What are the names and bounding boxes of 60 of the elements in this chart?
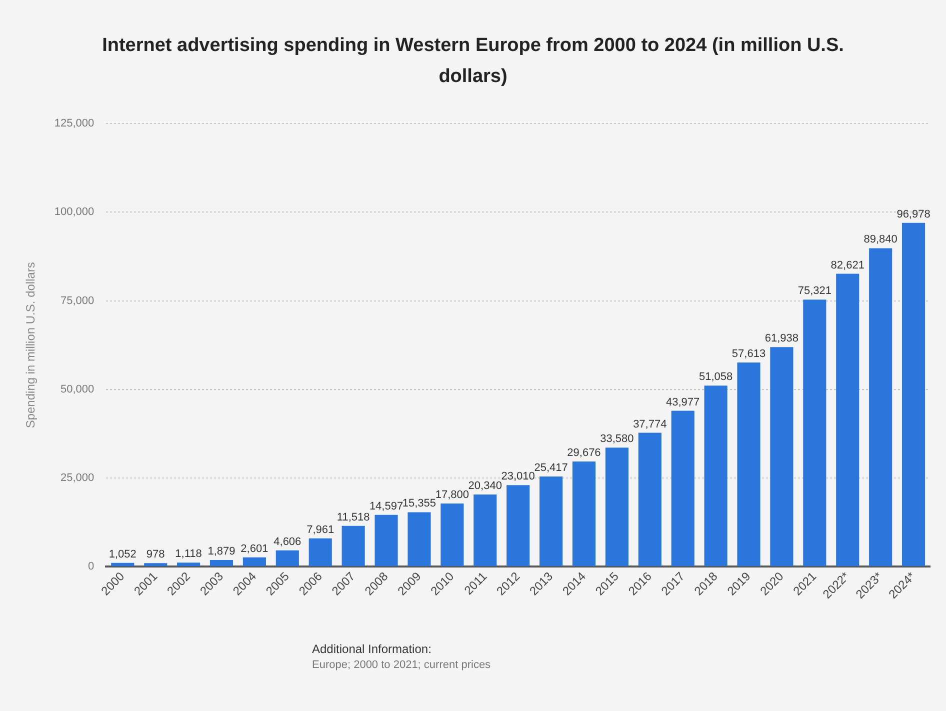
data-label: 11,518 [336,511,370,524]
bar [506,485,530,566]
bar [210,560,234,566]
data-label: 75,321 [798,285,832,298]
data-label: 57,613 [732,348,766,360]
bar [540,476,563,566]
data-label: 15,355 [402,498,436,510]
data-label: 29,676 [567,446,601,459]
bar [638,432,662,566]
data-label: 2,601 [240,542,268,555]
bar [144,563,168,566]
data-label: 61,938 [764,332,799,345]
data-label: 20,340 [468,480,502,492]
bar [374,514,398,566]
data-label: 1,879 [208,546,236,558]
bar [242,557,266,566]
data-label: 82,621 [830,259,864,272]
data-label: 7,961 [306,524,334,536]
bar [440,504,464,566]
text: Additional Information: [312,642,432,656]
y-tick-label: 25,000 [60,472,94,484]
y-tick-label: 0 [88,560,94,573]
y-tick-label: 100,000 [54,206,94,218]
y-tick-label: 50,000 [60,383,94,396]
bar [342,526,365,566]
bar [605,448,628,566]
y-tick-label: 75,000 [60,294,94,307]
data-label: 17,800 [435,489,469,502]
data-label: 89,840 [864,234,898,246]
data-label: 96,978 [896,208,930,220]
data-label: 33,580 [600,433,634,446]
bar [276,550,299,566]
data-label: 51,058 [698,371,733,384]
data-label: 25,417 [534,462,568,474]
bar [572,461,596,566]
data-label: 978 [146,548,165,561]
data-label: 43,977 [666,396,700,408]
data-label: 4,606 [274,536,302,548]
data-label: 1,118 [175,548,202,560]
data-label: 23,010 [501,470,535,483]
bar [704,386,728,566]
bar [474,494,497,566]
bar [671,410,694,566]
bar [111,562,134,566]
text: Europe; 2000 to 2021; current prices [312,659,491,671]
bar [803,300,826,566]
bar [408,512,431,566]
data-label: 1,052 [108,548,136,560]
bar [902,222,926,566]
bar [308,538,332,566]
bar [177,562,200,566]
data-label: 37,774 [633,418,667,430]
data-label: 14,597 [369,500,404,512]
y-tick-label: 125,000 [54,118,94,130]
bar [737,362,760,566]
y-axis-title: Spending in million U.S. dollars [24,262,38,428]
bar [836,274,860,566]
bar [869,248,892,566]
chart-title: Internet advertising spending in Western Europe from 2000 to 2024 (in million U.S. dollars) [101,34,845,89]
bar [770,347,794,566]
